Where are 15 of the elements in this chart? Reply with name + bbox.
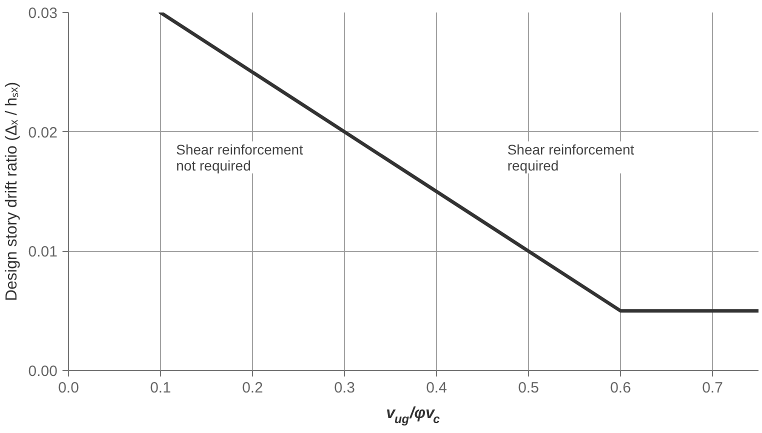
annotation: Shear reinforcement not required <box>176 141 304 174</box>
y-tick-label: 0.01 <box>28 244 58 261</box>
x-tick-label: 0.6 <box>610 380 631 396</box>
y-tick-label: 0.03 <box>28 5 58 22</box>
x-tick-label: 0.5 <box>518 380 539 396</box>
x-tick-label: 0.7 <box>702 380 723 396</box>
y-axis-title: Design story drift ratio (Δₓ / hₛₓ) <box>3 82 20 302</box>
annotation: Shear reinforcement required <box>507 141 634 174</box>
x-tick-label: 0.1 <box>150 380 171 396</box>
y-tick-label: 0.02 <box>28 124 58 142</box>
x-tick-label: 0.2 <box>242 380 263 396</box>
x-tick-label: 0.4 <box>426 380 447 396</box>
x-tick-label: 0.0 <box>58 380 79 396</box>
x-tick-label: 0.3 <box>334 380 355 396</box>
y-tick-label: 0.00 <box>28 363 58 380</box>
